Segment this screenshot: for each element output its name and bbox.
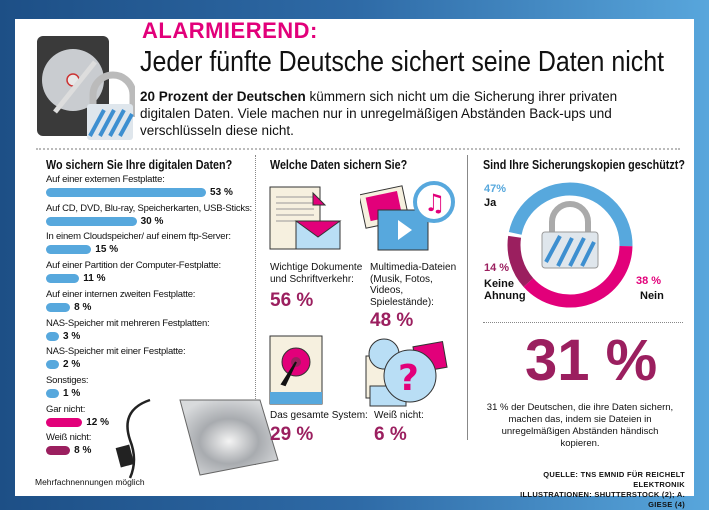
bar-value: 53 % bbox=[210, 187, 233, 198]
donut-slice-nein bbox=[523, 245, 633, 308]
documents-envelope-icon bbox=[269, 186, 342, 250]
intro-bold: 20 Prozent der Deutschen bbox=[140, 89, 306, 104]
divider bbox=[483, 322, 683, 323]
bar-value: 2 % bbox=[63, 359, 81, 371]
divider bbox=[467, 155, 468, 440]
category-value: 48 % bbox=[370, 310, 414, 331]
bar bbox=[46, 216, 137, 226]
category-label: Wichtige Dokumente und Schriftverkehr: bbox=[270, 262, 363, 285]
source-line: QUELLE: TNS EMNID FÜR REICHELT ELEKTRONI… bbox=[543, 470, 685, 489]
svg-text:?: ? bbox=[398, 358, 419, 399]
slice-label-ja: Ja bbox=[484, 197, 497, 209]
bar-label: NAS-Speicher mit mehreren Festplatten: bbox=[46, 317, 210, 329]
bar-row: NAS-Speicher mit einer Festplatte: 2 % bbox=[46, 346, 186, 371]
highlight-value: 31 % bbox=[525, 328, 658, 393]
credit-line: ILLUSTRATIONEN: SHUTTERSTOCK (2); A. GIE… bbox=[520, 490, 685, 509]
bar-label: Auf einer Partition der Computer-Festpla… bbox=[46, 260, 221, 272]
bar-label: Sonstiges: bbox=[46, 374, 89, 386]
donut-chart bbox=[507, 182, 633, 308]
hard-disk-icon bbox=[269, 335, 323, 405]
slice-value-keine: 14 % bbox=[484, 262, 510, 274]
category-value: 6 % bbox=[374, 424, 407, 445]
external-drive-illustration bbox=[115, 398, 279, 479]
bar-value: 8 % bbox=[74, 301, 92, 313]
bar-row: Auf einer internen zweiten Festplatte: 8 … bbox=[46, 289, 195, 313]
bar-row: Gar nicht: 12 % bbox=[46, 404, 109, 428]
footnote: Mehrfachnennungen möglich bbox=[35, 477, 145, 487]
bar-value: 3 % bbox=[63, 330, 81, 342]
category-value: 29 % bbox=[270, 424, 314, 445]
divider bbox=[255, 155, 256, 465]
bar bbox=[46, 302, 71, 312]
question-icon: ? bbox=[365, 338, 448, 407]
bar-row: Auf einer Partition der Computer-Festpla… bbox=[46, 260, 221, 284]
intro-rest: kümmern sich nicht um die Sicherung ihre… bbox=[140, 89, 618, 138]
bar bbox=[46, 446, 71, 456]
bar-label: NAS-Speicher mit einer Festplatte: bbox=[46, 346, 186, 358]
hard-drive-lock-illustration bbox=[37, 36, 135, 140]
bar-value: 1 % bbox=[63, 387, 81, 399]
slice-label-keine: Keine Ahnung bbox=[484, 278, 526, 302]
bar-value: 8 % bbox=[74, 445, 92, 457]
category-label: Multimedia-Dateien (Musik, Fotos, Videos… bbox=[370, 262, 457, 308]
category-value: 56 % bbox=[270, 290, 314, 311]
bar-label: Auf einer internen zweiten Festplatte: bbox=[46, 288, 196, 300]
bar-label: In einem Cloudspeicher/ auf einem ftp-Se… bbox=[46, 231, 231, 243]
bar-chart-title: Wo sichern Sie Ihre digitalen Daten? bbox=[46, 158, 233, 172]
kicker: ALARMIEREND: bbox=[142, 18, 318, 43]
multimedia-icon: ♫ bbox=[360, 181, 455, 251]
svg-text:♫: ♫ bbox=[424, 189, 446, 217]
slice-value-ja: 47% bbox=[484, 183, 507, 195]
donut-slice-ja bbox=[508, 182, 633, 247]
source-credit: QUELLE: TNS EMNID FÜR REICHELT ELEKTRONI… bbox=[495, 470, 685, 510]
bar-row: NAS-Speicher mit mehreren Festplatten: 3 … bbox=[46, 317, 210, 342]
data-types-title: Welche Daten sichern Sie? bbox=[270, 158, 408, 172]
headline: Jeder fünfte Deutsche sichert seine Date… bbox=[140, 46, 665, 78]
bar bbox=[46, 274, 80, 284]
bar-row: Weiß nicht: 8 % bbox=[46, 432, 91, 456]
highlight-text: 31 % der Deutschen, die ihre Daten siche… bbox=[486, 402, 674, 449]
bar-value: 30 % bbox=[140, 215, 164, 227]
bar bbox=[46, 331, 59, 341]
bar-value: 15 % bbox=[95, 244, 119, 256]
donut-slice-keine-ahnung bbox=[507, 235, 534, 287]
bar-label: Auf CD, DVD, Blu-ray, Speicherkarten, US… bbox=[46, 202, 252, 214]
category-label: Das gesamte System: bbox=[270, 410, 368, 421]
bar-row: Auf CD, DVD, Blu-ray, Speicherkarten, US… bbox=[46, 203, 252, 227]
bar-label: Weiß nicht: bbox=[46, 432, 92, 444]
bar-label: Gar nicht: bbox=[46, 403, 86, 415]
slice-value-nein: 38 % bbox=[636, 275, 662, 287]
donut-title: Sind Ihre Sicherungskopien geschützt? bbox=[483, 158, 685, 172]
bar-row: Auf einer externen Festplatte: 53 % bbox=[46, 174, 233, 198]
bar bbox=[46, 188, 207, 197]
bar bbox=[46, 245, 92, 255]
bar-value: 11 % bbox=[83, 273, 106, 285]
bar bbox=[46, 388, 59, 398]
bar-row: In einem Cloudspeicher/ auf einem ftp-Se… bbox=[46, 231, 231, 255]
bar-row: Sonstiges: 1 % bbox=[46, 374, 89, 399]
divider bbox=[36, 148, 680, 150]
slice-label-nein: Nein bbox=[640, 290, 664, 302]
bar-value: 12 % bbox=[86, 416, 110, 428]
bar bbox=[46, 417, 83, 427]
intro-text: 20 Prozent der Deutschen kümmern sich ni… bbox=[140, 88, 660, 139]
bar-label: Auf einer externen Festplatte: bbox=[46, 174, 165, 185]
category-label: Weiß nicht: bbox=[374, 410, 424, 421]
bar bbox=[46, 360, 59, 370]
padlock-icon bbox=[541, 201, 599, 269]
